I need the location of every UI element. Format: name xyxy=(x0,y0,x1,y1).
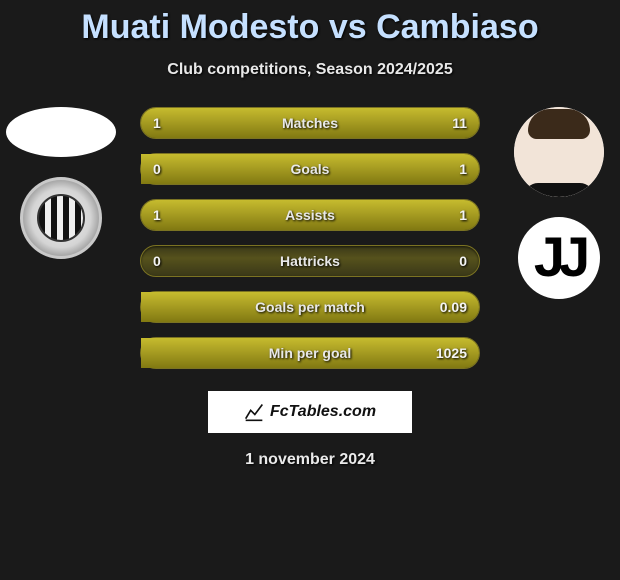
stat-left-value: 1 xyxy=(141,207,201,223)
stat-left-value: 1 xyxy=(141,115,201,131)
left-team-badge xyxy=(20,177,102,259)
stat-right-value: 1 xyxy=(419,207,479,223)
stat-row: Goals per match0.09 xyxy=(140,291,480,323)
stat-label: Goals xyxy=(201,161,419,177)
stat-row: Min per goal1025 xyxy=(140,337,480,369)
stat-row: 1Matches11 xyxy=(140,107,480,139)
stat-label: Goals per match xyxy=(201,299,419,315)
stat-right-value: 11 xyxy=(419,115,479,131)
page-title: Muati Modesto vs Cambiaso xyxy=(0,0,620,47)
watermark-text: FcTables.com xyxy=(270,403,376,421)
stat-right-value: 0.09 xyxy=(419,299,479,315)
left-player-column xyxy=(6,107,116,259)
stat-left-value: 0 xyxy=(141,253,201,269)
stat-label: Min per goal xyxy=(201,345,419,361)
left-player-avatar xyxy=(6,107,116,157)
stat-right-value: 1 xyxy=(419,161,479,177)
juventus-logo-icon: JJ xyxy=(534,224,584,289)
right-player-column: JJ xyxy=(504,107,614,299)
player-face-icon xyxy=(514,107,604,197)
chart-icon xyxy=(244,402,264,422)
stat-bars: 1Matches110Goals11Assists10Hattricks0Goa… xyxy=(140,107,480,369)
stat-right-value: 1025 xyxy=(419,345,479,361)
stat-row: 1Assists1 xyxy=(140,199,480,231)
stat-left-value: 0 xyxy=(141,161,201,177)
page-subtitle: Club competitions, Season 2024/2025 xyxy=(0,61,620,79)
stat-label: Hattricks xyxy=(201,253,419,269)
stat-right-value: 0 xyxy=(419,253,479,269)
comparison-panel: JJ 1Matches110Goals11Assists10Hattricks0… xyxy=(0,107,620,469)
stat-row: 0Goals1 xyxy=(140,153,480,185)
date-label: 1 november 2024 xyxy=(10,451,610,469)
watermark: FcTables.com xyxy=(208,391,412,433)
right-team-badge: JJ xyxy=(518,217,600,299)
right-player-avatar xyxy=(514,107,604,197)
stat-label: Matches xyxy=(201,115,419,131)
stat-row: 0Hattricks0 xyxy=(140,245,480,277)
stat-label: Assists xyxy=(201,207,419,223)
